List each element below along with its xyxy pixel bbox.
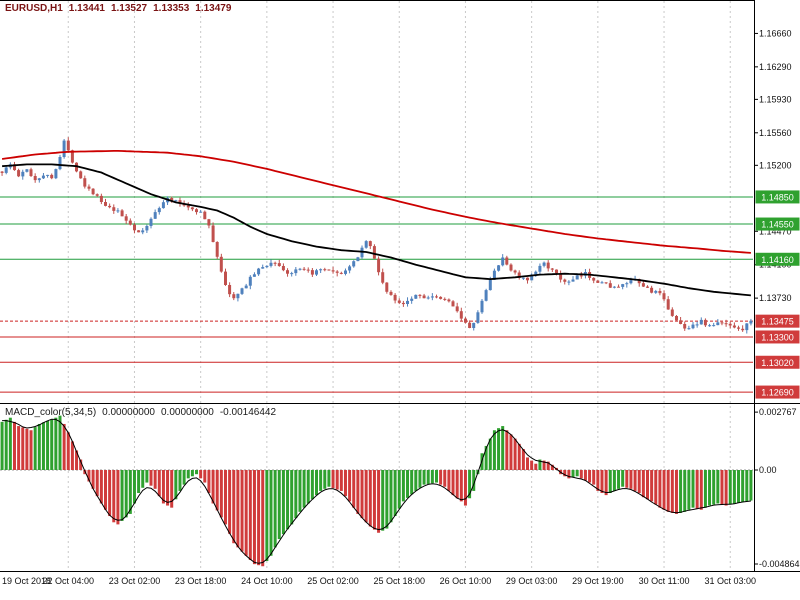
macd-value-2: 0.00000000 xyxy=(161,407,214,418)
price-tag-label: 1.13475 xyxy=(761,317,794,327)
price-tag-label: 1.12690 xyxy=(761,388,794,398)
price-axis-label: 1.16660 xyxy=(759,28,792,38)
macd-signal-line xyxy=(2,418,751,564)
price-axis-label: 1.15560 xyxy=(759,128,792,138)
slow-ma-red-line xyxy=(1,149,751,254)
price-tag-red xyxy=(755,355,800,369)
price-tag-label: 1.14160 xyxy=(761,255,794,265)
price-tag-green xyxy=(755,252,800,266)
ohlc-open-value: 1.13441 xyxy=(68,3,105,14)
price-tag-green xyxy=(755,217,800,231)
time-axis-label: 24 Oct 10:00 xyxy=(241,576,293,586)
macd-name-label: MACD_color(5,34,5) xyxy=(5,407,97,418)
price-axis-label: 1.16290 xyxy=(759,62,792,72)
price-axis-label: 1.13730 xyxy=(759,293,792,303)
levels-layer xyxy=(0,196,753,393)
time-axis-label: 25 Oct 02:00 xyxy=(307,576,359,586)
time-axis-label: 31 Oct 03:00 xyxy=(704,576,756,586)
macd-axis-top-label: 0.002767 xyxy=(759,407,797,417)
ohlc-close-value: 1.13479 xyxy=(195,3,232,14)
time-axis-label: 29 Oct 19:00 xyxy=(572,576,624,586)
macd-axis-bottom-label: -0.004864 xyxy=(759,559,800,569)
price-tag-label: 1.13020 xyxy=(761,358,794,368)
time-axis-label: 30 Oct 11:00 xyxy=(639,576,690,586)
time-axis-label: 23 Oct 02:00 xyxy=(109,576,161,586)
price-tag-label: 1.14850 xyxy=(761,192,794,202)
price-tag-red xyxy=(755,330,800,344)
price-axis: 1.16660 1.16290 1.15930 1.15560 1.15200 1.144… xyxy=(754,28,800,399)
time-axis-label: 22 Oct 04:00 xyxy=(42,576,94,586)
ohlc-high-value: 1.13527 xyxy=(110,3,148,14)
price-tag-label: 1.14550 xyxy=(761,220,794,230)
price-axis-label: 1.15930 xyxy=(759,94,792,104)
price-tag-label: 1.13300 xyxy=(761,332,794,342)
macd-value-3: -0.00146442 xyxy=(219,407,277,418)
candles-layer xyxy=(0,137,753,334)
price-tag-red xyxy=(755,314,800,328)
price-axis-label: 1.14470 xyxy=(759,226,792,236)
symbol-timeframe-label: EURUSD,H1 xyxy=(5,3,63,14)
macd-axis-zero-label: 0.00 xyxy=(759,465,777,475)
price-axis-label: 1.15200 xyxy=(759,160,792,170)
panel-borders xyxy=(0,0,800,572)
macd-axis: 0.002767 0.00 -0.004864 xyxy=(754,407,800,569)
macd-indicator-title: MACD_color(5,34,5) 0.00000000 0.00000000 -0… xyxy=(5,407,282,418)
time-axis-label: 19 Oct 2018 xyxy=(2,576,51,586)
chart-title: EURUSD,H1 1.13441 1.13527 1.13353 1.13479 xyxy=(5,3,237,14)
ohlc-low-value: 1.13353 xyxy=(153,3,190,14)
time-axis-label: 25 Oct 18:00 xyxy=(373,576,425,586)
price-tag-green xyxy=(755,190,800,204)
price-tag-red xyxy=(755,385,800,399)
time-axis-label: 23 Oct 18:00 xyxy=(175,576,227,586)
macd-value-1: 0.00000000 xyxy=(102,407,155,418)
fast-ma-black-line xyxy=(2,163,751,297)
time-axis-label: 26 Oct 10:00 xyxy=(440,576,492,586)
time-axis-label: 29 Oct 03:00 xyxy=(506,576,558,586)
macd-histogram-layer xyxy=(0,415,753,567)
